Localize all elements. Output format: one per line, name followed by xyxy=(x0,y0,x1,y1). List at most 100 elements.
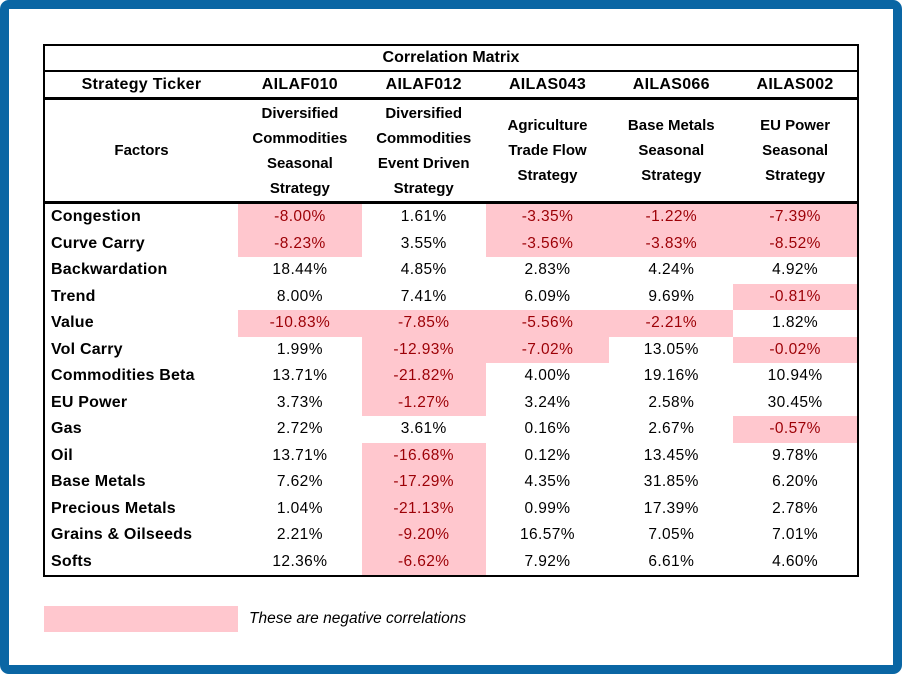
factor-label: Curve Carry xyxy=(51,234,145,252)
correlation-value: 1.99% xyxy=(276,340,323,358)
correlation-value: 4.24% xyxy=(648,261,695,279)
strategy-ticker-label: Strategy Ticker xyxy=(81,75,202,93)
correlation-value: 16.57% xyxy=(520,526,575,544)
strategy-name: EU Power Seasonal Strategy xyxy=(760,117,831,184)
correlation-value: 2.67% xyxy=(648,420,695,438)
table-row: Commodities Beta 13.71% -21.82% 4.00% 19.16%… xyxy=(45,363,857,390)
factors-header-row: Factors Diversified Commodities Seasonal… xyxy=(45,100,857,204)
correlation-matrix-table: Correlation Matrix Strategy Ticker AILAF… xyxy=(43,44,859,577)
correlation-value: 2.83% xyxy=(524,261,571,279)
correlation-value-negative: -0.02% xyxy=(733,336,857,363)
table-body: Congestion -8.00% 1.61% -3.35% -1.22% -7.39% C… xyxy=(45,204,857,575)
correlation-value-negative: -17.29% xyxy=(361,469,486,496)
factor-label: Softs xyxy=(51,552,92,570)
correlation-value-negative: -6.62% xyxy=(361,548,486,575)
legend-negative-swatch xyxy=(44,606,238,632)
factor-label: Oil xyxy=(51,446,73,464)
correlation-value: 7.41% xyxy=(400,287,447,305)
correlation-value: 3.73% xyxy=(276,393,323,411)
correlation-value-negative: -9.20% xyxy=(361,522,486,549)
correlation-value: 8.00% xyxy=(276,287,323,305)
correlation-value: 17.39% xyxy=(643,499,699,517)
correlation-value: 6.61% xyxy=(648,552,695,570)
strategy-ticker-row: Strategy Ticker AILAF010 AILAF012 AILAS043… xyxy=(45,72,857,100)
correlation-value: 30.45% xyxy=(767,393,823,411)
factor-label: Commodities Beta xyxy=(51,367,195,385)
correlation-value: 9.69% xyxy=(648,287,695,305)
table-title: Correlation Matrix xyxy=(45,46,857,72)
factor-label: Value xyxy=(51,314,94,332)
factors-label: Factors xyxy=(114,142,169,159)
correlation-value: 7.05% xyxy=(648,526,695,544)
table-row: Base Metals 7.62% -17.29% 4.35% 31.85% 6.20% xyxy=(45,469,857,496)
correlation-value: 0.16% xyxy=(524,420,571,438)
factor-label: Congestion xyxy=(51,208,141,226)
correlation-value: 2.78% xyxy=(772,499,819,517)
table-row: Softs 12.36% -6.62% 7.92% 6.61% 4.60% xyxy=(45,548,857,575)
correlation-value: 31.85% xyxy=(643,473,699,491)
correlation-value-negative: -10.83% xyxy=(238,310,362,337)
correlation-value-negative: -3.83% xyxy=(609,230,734,257)
table-row: Grains & Oilseeds 2.21% -9.20% 16.57% 7.05% 7… xyxy=(45,522,857,549)
ticker-AILAF010: AILAF010 xyxy=(261,75,338,93)
table-row: Backwardation 18.44% 4.85% 2.83% 4.24% 4.92% xyxy=(45,257,857,284)
table-row: Trend 8.00% 7.41% 6.09% 9.69% -0.81% xyxy=(45,283,857,310)
correlation-value: 0.12% xyxy=(524,446,571,464)
correlation-value-negative: -0.81% xyxy=(733,283,857,310)
correlation-value: 3.24% xyxy=(524,393,571,411)
correlation-value: 13.71% xyxy=(272,446,328,464)
correlation-value-negative: -1.27% xyxy=(361,389,486,416)
strategy-name: Diversified Commodities Event Driven Str… xyxy=(376,104,472,197)
correlation-value: 7.62% xyxy=(276,473,323,491)
correlation-value: 1.82% xyxy=(772,314,819,332)
correlation-value: 6.09% xyxy=(524,287,571,305)
factor-label: Vol Carry xyxy=(51,340,123,358)
correlation-value-negative: -16.68% xyxy=(361,442,486,469)
correlation-value: 3.55% xyxy=(400,234,447,252)
correlation-value-negative: -2.21% xyxy=(609,310,734,337)
correlation-value: 3.61% xyxy=(400,420,447,438)
table-row: Value -10.83% -7.85% -5.56% -2.21% 1.82% xyxy=(45,310,857,337)
correlation-value: 2.58% xyxy=(648,393,695,411)
correlation-value-negative: -8.23% xyxy=(238,230,362,257)
factor-label: Gas xyxy=(51,420,82,438)
correlation-value: 0.99% xyxy=(524,499,571,517)
correlation-value: 19.16% xyxy=(643,367,699,385)
table-row: Precious Metals 1.04% -21.13% 0.99% 17.39% 2.… xyxy=(45,495,857,522)
table-row: Gas 2.72% 3.61% 0.16% 2.67% -0.57% xyxy=(45,416,857,443)
correlation-value-negative: -7.39% xyxy=(733,204,857,231)
correlation-value-negative: -7.85% xyxy=(361,310,486,337)
correlation-value: 2.72% xyxy=(276,420,323,438)
strategy-name: Diversified Commodities Seasonal Strateg… xyxy=(252,104,348,197)
factor-label: EU Power xyxy=(51,393,128,411)
correlation-value: 7.92% xyxy=(524,552,571,570)
correlation-value-negative: -3.56% xyxy=(485,230,610,257)
correlation-value: 4.92% xyxy=(772,261,819,279)
ticker-AILAF012: AILAF012 xyxy=(385,75,462,93)
correlation-value: 4.60% xyxy=(772,552,819,570)
correlation-value: 7.01% xyxy=(772,526,819,544)
correlation-value: 6.20% xyxy=(772,473,819,491)
correlation-value: 12.36% xyxy=(272,552,328,570)
table-row: Congestion -8.00% 1.61% -3.35% -1.22% -7.39% xyxy=(45,204,857,231)
legend-text: These are negative correlations xyxy=(249,610,467,627)
correlation-value-negative: -21.13% xyxy=(361,495,486,522)
table-row: Curve Carry -8.23% 3.55% -3.56% -3.83% -8.52% xyxy=(45,230,857,257)
correlation-value: 4.00% xyxy=(524,367,571,385)
correlation-value-negative: -8.52% xyxy=(733,230,857,257)
correlation-value-negative: -7.02% xyxy=(485,336,610,363)
table-row: Vol Carry 1.99% -12.93% -7.02% 13.05% -0.02% xyxy=(45,336,857,363)
strategy-name: Base Metals Seasonal Strategy xyxy=(627,117,715,184)
factor-label: Grains & Oilseeds xyxy=(51,526,193,544)
correlation-value: 10.94% xyxy=(767,367,823,385)
factor-label: Backwardation xyxy=(51,261,168,279)
strategy-name: Agriculture Trade Flow Strategy xyxy=(507,117,588,184)
factor-label: Base Metals xyxy=(51,473,146,491)
ticker-AILAS002: AILAS002 xyxy=(756,75,834,93)
correlation-value-negative: -1.22% xyxy=(609,204,734,231)
correlation-value: 4.35% xyxy=(524,473,571,491)
correlation-value: 13.05% xyxy=(643,340,699,358)
correlation-value-negative: -12.93% xyxy=(361,336,486,363)
correlation-value-negative: -8.00% xyxy=(238,204,362,231)
correlation-value: 1.04% xyxy=(276,499,323,517)
